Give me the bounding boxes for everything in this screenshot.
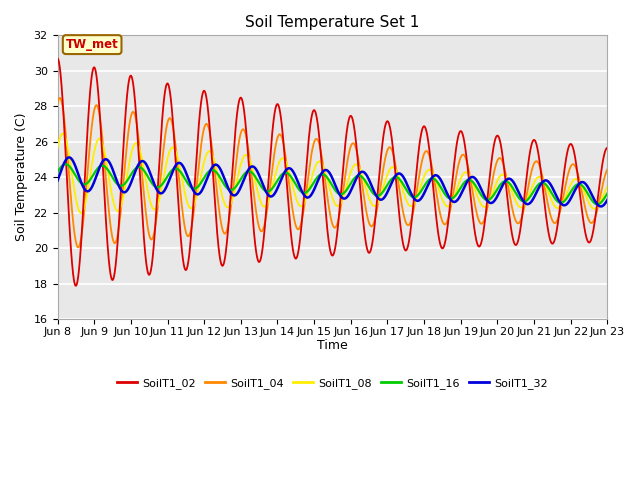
X-axis label: Time: Time [317,339,348,352]
Y-axis label: Soil Temperature (C): Soil Temperature (C) [15,113,28,241]
Legend: SoilT1_02, SoilT1_04, SoilT1_08, SoilT1_16, SoilT1_32: SoilT1_02, SoilT1_04, SoilT1_08, SoilT1_… [113,373,552,393]
Text: TW_met: TW_met [66,38,118,51]
Title: Soil Temperature Set 1: Soil Temperature Set 1 [245,15,420,30]
